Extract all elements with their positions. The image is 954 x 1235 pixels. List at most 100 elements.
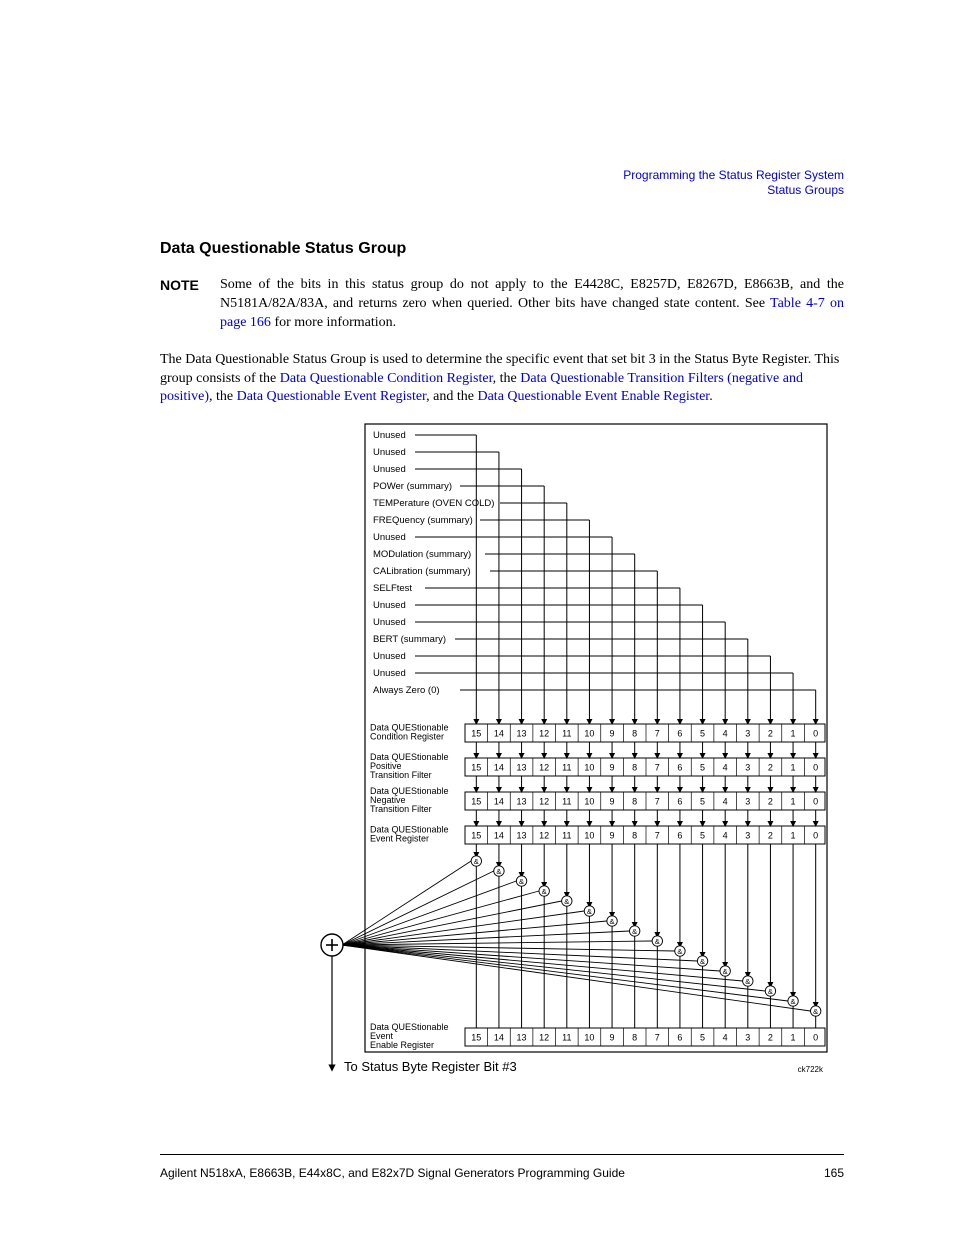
and-gate: & [610, 917, 615, 926]
note-text: Some of the bits in this status group do… [220, 276, 844, 333]
bit-number: 13 [517, 797, 527, 807]
bit-number: 3 [745, 1033, 750, 1043]
section-title: Data Questionable Status Group [160, 240, 844, 258]
bit-number: 15 [471, 1033, 481, 1043]
signal-label: Unused [373, 447, 406, 458]
and-gate: & [474, 857, 479, 866]
bit-number: 9 [610, 797, 615, 807]
bit-number: 10 [584, 1033, 594, 1043]
bit-number: 6 [677, 831, 682, 841]
bit-number: 0 [813, 729, 818, 739]
bit-number: 11 [562, 763, 571, 773]
and-gate: & [768, 987, 773, 996]
header-line2: Status Groups [767, 183, 844, 197]
bit-number: 15 [471, 831, 481, 841]
bit-number: 14 [494, 1033, 504, 1043]
bit-number: 8 [632, 763, 637, 773]
bit-number: 6 [677, 729, 682, 739]
note-text-b: for more information. [271, 315, 396, 330]
intro-link3[interactable]: Data Questionable Event Register [237, 389, 427, 404]
bit-number: 7 [655, 1033, 660, 1043]
bit-number: 2 [768, 763, 773, 773]
bit-number: 2 [768, 797, 773, 807]
signal-label: Unused [373, 651, 406, 662]
and-gate: & [496, 867, 501, 876]
bit-number: 7 [655, 831, 660, 841]
bit-number: 6 [677, 797, 682, 807]
and-gate: & [745, 977, 750, 986]
bit-number: 12 [539, 729, 549, 739]
signal-label: Unused [373, 617, 406, 628]
bit-number: 9 [610, 831, 615, 841]
and-gate: & [677, 947, 682, 956]
page-footer: Agilent N518xA, E8663B, E44x8C, and E82x… [160, 1166, 844, 1180]
bit-number: 0 [813, 831, 818, 841]
bit-number: 12 [539, 831, 549, 841]
register-label: Event Register [370, 834, 429, 844]
header-line1: Programming the Status Register System [623, 168, 844, 182]
bit-number: 14 [494, 729, 504, 739]
intro-link4[interactable]: Data Questionable Event Enable Register [477, 389, 709, 404]
bit-number: 5 [700, 797, 705, 807]
bit-number: 14 [494, 797, 504, 807]
and-gate: & [700, 957, 705, 966]
bit-number: 2 [768, 831, 773, 841]
bit-number: 2 [768, 1033, 773, 1043]
signal-label: BERT (summary) [373, 634, 446, 645]
bit-number: 11 [562, 797, 571, 807]
footer-page-number: 165 [824, 1166, 844, 1180]
note-label: NOTE [160, 276, 220, 295]
bit-number: 1 [791, 831, 796, 841]
bit-number: 15 [471, 763, 481, 773]
bit-number: 12 [539, 797, 549, 807]
and-gate: & [587, 907, 592, 916]
bit-number: 11 [562, 831, 571, 841]
bit-number: 10 [584, 831, 594, 841]
bit-number: 8 [632, 729, 637, 739]
bit-number: 13 [517, 763, 527, 773]
and-gate: & [791, 997, 796, 1006]
footer-rule [160, 1154, 844, 1155]
page-container: Programming the Status Register System S… [0, 0, 954, 1235]
bit-number: 9 [610, 729, 615, 739]
bit-number: 12 [539, 1033, 549, 1043]
bit-number: 5 [700, 831, 705, 841]
and-gate: & [519, 877, 524, 886]
bit-number: 10 [584, 729, 594, 739]
and-gate: & [813, 1007, 818, 1016]
and-gate: & [564, 897, 569, 906]
bit-number: 13 [517, 1033, 527, 1043]
register-label: Enable Register [370, 1040, 434, 1050]
intro-t4: , and the [426, 389, 477, 404]
bit-number: 11 [562, 729, 571, 739]
bit-number: 1 [791, 797, 796, 807]
bit-number: 9 [610, 1033, 615, 1043]
bit-number: 7 [655, 797, 660, 807]
and-gate: & [632, 927, 637, 936]
signal-label: CALibration (summary) [373, 566, 471, 577]
bit-number: 9 [610, 763, 615, 773]
bit-number: 4 [723, 797, 728, 807]
bit-number: 13 [517, 729, 527, 739]
and-gate: & [655, 937, 660, 946]
intro-paragraph: The Data Questionable Status Group is us… [160, 351, 844, 408]
signal-label: Unused [373, 600, 406, 611]
note-block: NOTE Some of the bits in this status gro… [160, 276, 844, 333]
bit-number: 13 [517, 831, 527, 841]
bit-number: 3 [745, 797, 750, 807]
bit-number: 5 [700, 763, 705, 773]
running-header: Programming the Status Register System S… [623, 168, 844, 198]
signal-label: Unused [373, 430, 406, 441]
bit-number: 14 [494, 831, 504, 841]
intro-link1[interactable]: Data Questionable Condition Register [280, 371, 493, 386]
bit-number: 1 [791, 729, 796, 739]
figure-id: ck722k [798, 1065, 824, 1074]
bit-number: 7 [655, 729, 660, 739]
bit-number: 4 [723, 1033, 728, 1043]
bit-number: 3 [745, 729, 750, 739]
signal-label: Always Zero (0) [373, 685, 440, 696]
bit-number: 6 [677, 763, 682, 773]
signal-label: Unused [373, 464, 406, 475]
register-label: Condition Register [370, 732, 444, 742]
signal-label: Unused [373, 668, 406, 679]
